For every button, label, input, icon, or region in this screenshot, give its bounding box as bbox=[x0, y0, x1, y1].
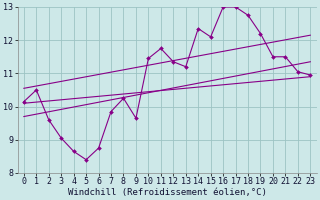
X-axis label: Windchill (Refroidissement éolien,°C): Windchill (Refroidissement éolien,°C) bbox=[68, 188, 267, 197]
